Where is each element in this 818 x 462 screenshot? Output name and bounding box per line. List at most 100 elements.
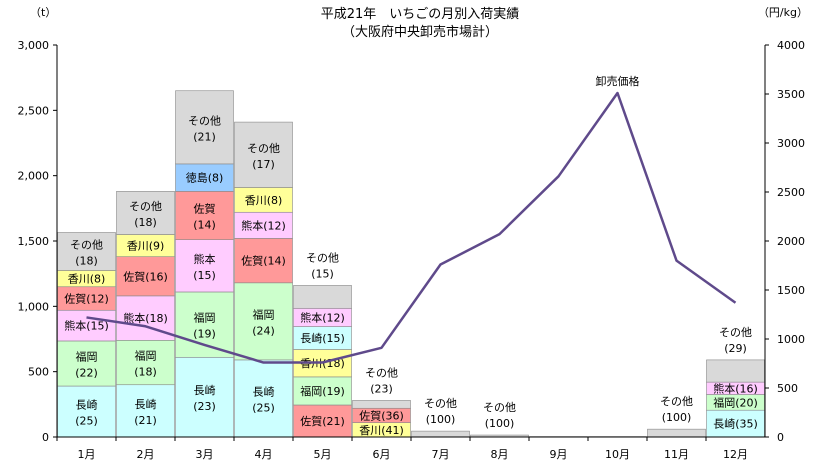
bar-stack: 長崎 (25) 福岡 (24) 佐賀(14) 熊本(12) 香川(8) その他 (17) [234,121,293,438]
segment-share: (22) [75,367,98,380]
segment-label: 香川(9) [127,240,165,253]
bar-segment [706,409,765,438]
bars: 長崎(25)福岡(22)熊本(15)佐賀(12)香川(8)その他(18)長崎(2… [57,90,765,438]
bar-stack: その他 (100) [470,401,529,438]
segment-label: その他 [660,395,693,408]
bar-segment [175,90,234,165]
x-tick-label: 6月 [373,448,391,461]
y-left-tick-label: 3,000 [18,39,50,52]
segment-share: (21) [134,414,157,427]
y-left-tick-label: 2,000 [18,170,50,183]
segment-label: 佐賀(16) [123,269,168,283]
bar-segment [175,291,234,358]
bar-stack: その他 (100) [411,397,470,438]
bar-segment [411,430,470,438]
segment-label: 福岡(20) [713,395,758,409]
segment-label: 熊本(16) [713,381,758,395]
x-tick-label: 10月 [605,448,630,461]
y-left-tick-label: 1,500 [18,235,50,248]
bar-segment [57,232,116,271]
bar-segment [116,191,175,235]
segment-label: 熊本 [194,252,216,266]
bar-segment [116,256,175,297]
segment-share: (18) [134,366,157,379]
segment-label: その他 [129,200,162,213]
segment-share: (29) [724,342,747,355]
segment-label: 福岡 [253,307,275,321]
segment-label: その他 [188,114,221,127]
segment-share: (18) [134,216,157,229]
bar-stack: 香川(41) 佐賀(36) その他 (23) [352,366,411,438]
segment-label: 熊本(15) [64,319,109,333]
bar-segment [706,359,765,383]
bar-segment [57,385,116,438]
bar-segment [234,359,293,438]
y-right-tick-label: 1000 [777,333,805,346]
segment-label: 福岡 [135,349,157,363]
segment-share: (15) [193,269,216,282]
chart-title: 平成21年 いちごの月別入荷実績 [321,6,520,22]
y-left-tick-label: 1,000 [18,300,50,313]
y-right-tick-label: 0 [777,431,784,444]
segment-label: 熊本(12) [300,310,345,324]
bar-segment [57,340,116,387]
price-line: 卸売価格 [86,74,737,364]
chart-subtitle: （大阪府中央卸売市場計） [342,24,498,40]
x-axis: 1月 2月 3月 4月 5月 6月 7月 8月 9月 10月 11月 12月 [56,437,748,461]
x-tick-label: 11月 [664,448,689,461]
y-right-tick-label: 2000 [777,235,805,248]
y-right-axis: 0 500 1000 1500 2000 2500 3000 3500 4000 [765,39,805,444]
bar-segment [234,187,293,213]
segment-label: 香川(41) [359,424,404,437]
bar-stack: 長崎 (21) 福岡 (18) 熊本(18) 佐賀(16) 香川(9) その他 (18) [116,191,175,438]
segment-label: 長崎 [76,398,98,412]
segment-label: 福岡 [76,350,98,364]
y-right-tick-label: 3500 [777,88,805,101]
bar-segment [647,428,706,438]
segment-label: 福岡 [194,311,216,325]
y-right-tick-label: 1500 [777,284,805,297]
y-right-tick-label: 500 [777,382,798,395]
bar-stack: その他 (100) [647,395,706,438]
segment-share: (21) [193,130,216,143]
bar-segment [175,239,234,293]
bar-segment [234,211,293,239]
segment-label: その他 [424,397,457,410]
segment-share: (17) [252,158,275,171]
bar-segment [234,121,293,188]
segment-label: 福岡(19) [300,384,345,398]
bar-stack: 長崎 (23) 福岡 (19) 熊本 (15) 佐賀 (14) 徳島(8) その他 (21) [175,90,234,438]
segment-share: (25) [75,415,98,428]
bar-stack: 長崎 (25) 福岡 (22) 熊本(15) 佐賀(12) 香川(8) その他 (18) [57,232,116,438]
bar-segment [234,238,293,284]
segment-share: (100) [485,417,515,430]
bar-segment [352,400,411,409]
segment-share: (100) [426,413,456,426]
x-tick-label: 12月 [723,448,748,461]
y-right-unit: （円/kg） [758,6,808,19]
segment-label: 熊本(18) [123,311,168,325]
segment-share: (24) [252,324,275,337]
x-tick-label: 9月 [550,448,568,461]
bar-stack: 佐賀(21)福岡(19)香川(18)長崎(15)熊本(12)その他(15) [293,251,352,438]
segment-label: その他 [483,401,516,414]
segment-share: (18) [75,254,98,267]
bar-segment [293,376,352,406]
segment-label: 香川(8) [68,273,106,286]
segment-label: その他 [247,142,280,155]
bar-segment [116,340,175,386]
bar-segment [234,282,293,361]
segment-label: 長崎 [135,397,157,411]
segment-label: 熊本(12) [241,218,286,232]
segment-label: その他 [719,326,752,339]
segment-label: その他 [70,238,103,251]
x-tick-label: 4月 [255,448,273,461]
y-left-tick-label: 0 [42,431,49,444]
segment-label: 佐賀(36) [359,408,404,422]
bar-segment [175,191,234,240]
segment-share: (100) [662,411,692,424]
y-left-tick-label: 2,500 [18,104,50,117]
price-series-label: 卸売価格 [596,74,640,88]
y-right-tick-label: 3000 [777,137,805,150]
